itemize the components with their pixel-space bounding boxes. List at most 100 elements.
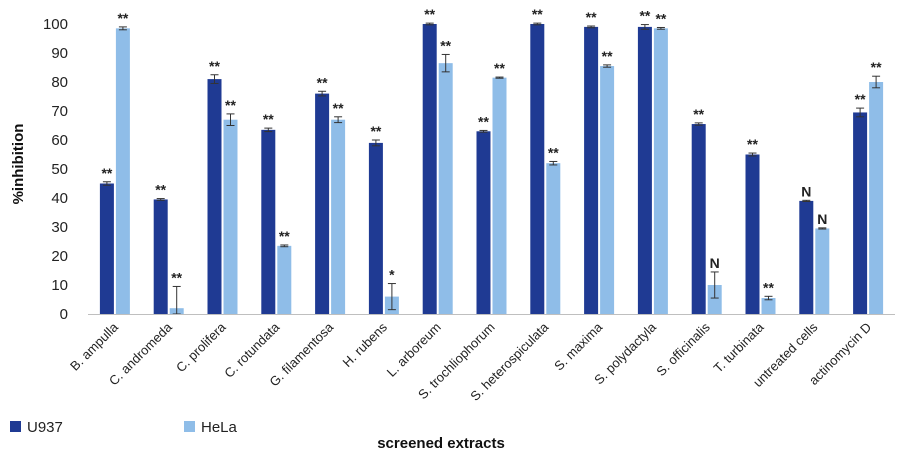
bar-hela-10	[653, 28, 668, 314]
significance-label: **	[317, 74, 328, 90]
bar-hela-7	[492, 77, 507, 315]
significance-label: **	[693, 106, 704, 122]
bar-u937-12	[745, 154, 760, 314]
bar-u937-1	[153, 199, 168, 314]
significance-label: **	[155, 182, 166, 198]
significance-label: **	[655, 10, 666, 26]
y-axis-label: %inhibition	[10, 124, 27, 205]
x-axis-label: screened extracts	[377, 435, 505, 452]
x-tick-label: S. officinalis	[653, 319, 713, 379]
error-bar	[264, 127, 273, 133]
bars-layer: ****************** ** ******N*************…	[99, 6, 884, 315]
significance-label: N	[801, 183, 811, 199]
error-bar	[802, 199, 811, 202]
legend-swatch-hela	[184, 421, 195, 432]
legend-label-hela: HeLa	[201, 419, 238, 436]
significance-label: **	[279, 228, 290, 244]
significance-label: **	[225, 97, 236, 113]
x-tick-label: S. maxima	[551, 319, 606, 374]
bar-hela-3	[277, 245, 292, 314]
bar-hela-11	[707, 285, 722, 314]
error-bar	[371, 139, 380, 147]
error-bar	[872, 75, 881, 89]
x-tick-label: T. turbinata	[711, 319, 768, 376]
y-tick-label: 50	[51, 161, 68, 178]
bar-u937-7	[476, 131, 491, 314]
bar-u937-13	[799, 200, 814, 314]
y-tick-label: 0	[60, 306, 68, 323]
bar-hela-9	[600, 66, 615, 314]
legend: U937 HeLa	[10, 419, 238, 436]
significance-label: **	[478, 113, 489, 129]
bar-hela-13	[815, 228, 830, 314]
error-bar	[118, 26, 127, 31]
bar-u937-2	[207, 79, 222, 314]
error-bar	[748, 152, 757, 157]
error-bar	[818, 227, 827, 230]
significance-label: **	[639, 8, 650, 24]
significance-label: **	[424, 6, 435, 22]
significance-label: **	[440, 37, 451, 53]
error-bar	[156, 198, 165, 201]
significance-label: **	[548, 144, 559, 160]
error-bar	[210, 74, 219, 84]
error-bar	[856, 107, 865, 118]
error-bar	[334, 116, 343, 124]
bar-u937-4	[315, 93, 330, 314]
bar-hela-4	[331, 119, 346, 314]
significance-label: **	[101, 165, 112, 181]
bar-u937-5	[368, 142, 383, 314]
significance-label: **	[494, 60, 505, 76]
significance-label: **	[370, 123, 381, 139]
significance-label: **	[763, 279, 774, 295]
error-bar	[102, 181, 111, 186]
error-bar	[441, 53, 450, 73]
x-tick-label: H. rubens	[340, 319, 391, 370]
y-tick-label: 10	[51, 277, 68, 294]
significance-label: **	[532, 6, 543, 22]
y-tick-label: 30	[51, 219, 68, 236]
significance-label: **	[209, 58, 220, 74]
bar-hela-14	[869, 82, 884, 314]
significance-label: **	[586, 9, 597, 25]
bar-u937-0	[99, 183, 114, 314]
significance-label: **	[855, 91, 866, 107]
y-tick-label: 20	[51, 248, 68, 265]
error-bar	[587, 25, 596, 29]
bar-hela-0	[115, 28, 130, 314]
error-bar	[280, 244, 289, 248]
error-bar	[318, 90, 327, 97]
x-tick-label: B. ampulla	[67, 319, 122, 374]
bar-u937-8	[530, 24, 545, 314]
bar-hela-2	[223, 119, 238, 314]
error-bar	[764, 295, 773, 301]
bar-hela-8	[546, 163, 561, 314]
bar-hela-6	[438, 63, 453, 315]
bar-u937-6	[422, 24, 437, 314]
legend-swatch-u937	[10, 421, 21, 432]
error-bar	[656, 26, 665, 30]
significance-label: **	[263, 111, 274, 127]
error-bar	[425, 22, 434, 26]
significance-label: *	[389, 267, 395, 283]
significance-label: **	[333, 100, 344, 116]
error-bar	[533, 22, 542, 26]
error-bar	[495, 76, 504, 79]
x-tick-label: C. prolifera	[173, 319, 229, 375]
error-bar	[710, 271, 719, 299]
bar-u937-9	[584, 26, 599, 315]
y-tick-label: 90	[51, 45, 68, 62]
significance-label: **	[602, 48, 613, 64]
bar-u937-14	[853, 112, 868, 314]
error-bar	[479, 129, 488, 133]
bar-u937-3	[261, 129, 276, 314]
significance-label: N	[817, 211, 827, 227]
significance-label: **	[171, 269, 182, 285]
bar-u937-10	[637, 26, 652, 315]
significance-label: **	[747, 136, 758, 152]
y-tick-label: 80	[51, 74, 68, 91]
legend-label-u937: U937	[27, 419, 63, 436]
bar-hela-12	[761, 298, 776, 314]
